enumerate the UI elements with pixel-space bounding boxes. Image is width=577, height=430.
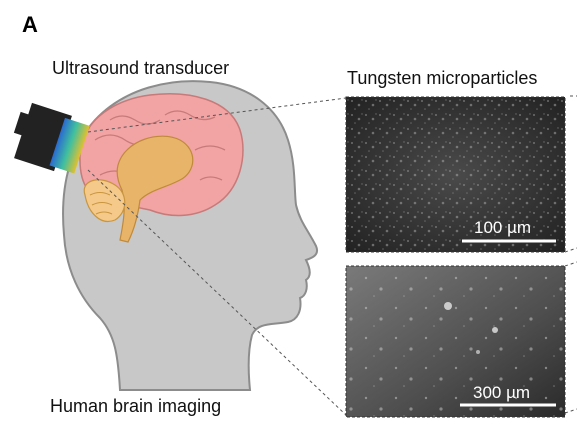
tungsten-microparticles-label: Tungsten microparticles: [347, 68, 538, 88]
micrograph-tungsten-100um: [345, 96, 566, 253]
ultrasound-transducer: [13, 102, 90, 174]
brain-folds: [94, 110, 226, 181]
scale-bar-label-2: 300 µm: [473, 383, 531, 402]
panel-label: A: [22, 12, 38, 37]
zoom-connectors: [87, 95, 577, 416]
scale-bar-label-1: 100 µm: [474, 218, 532, 237]
human-brain-imaging-label: Human brain imaging: [50, 396, 222, 416]
micrograph-brain-300um: [345, 265, 566, 418]
cerebellum: [83, 179, 126, 222]
ultrasound-transducer-label: Ultrasound transducer: [52, 58, 230, 78]
